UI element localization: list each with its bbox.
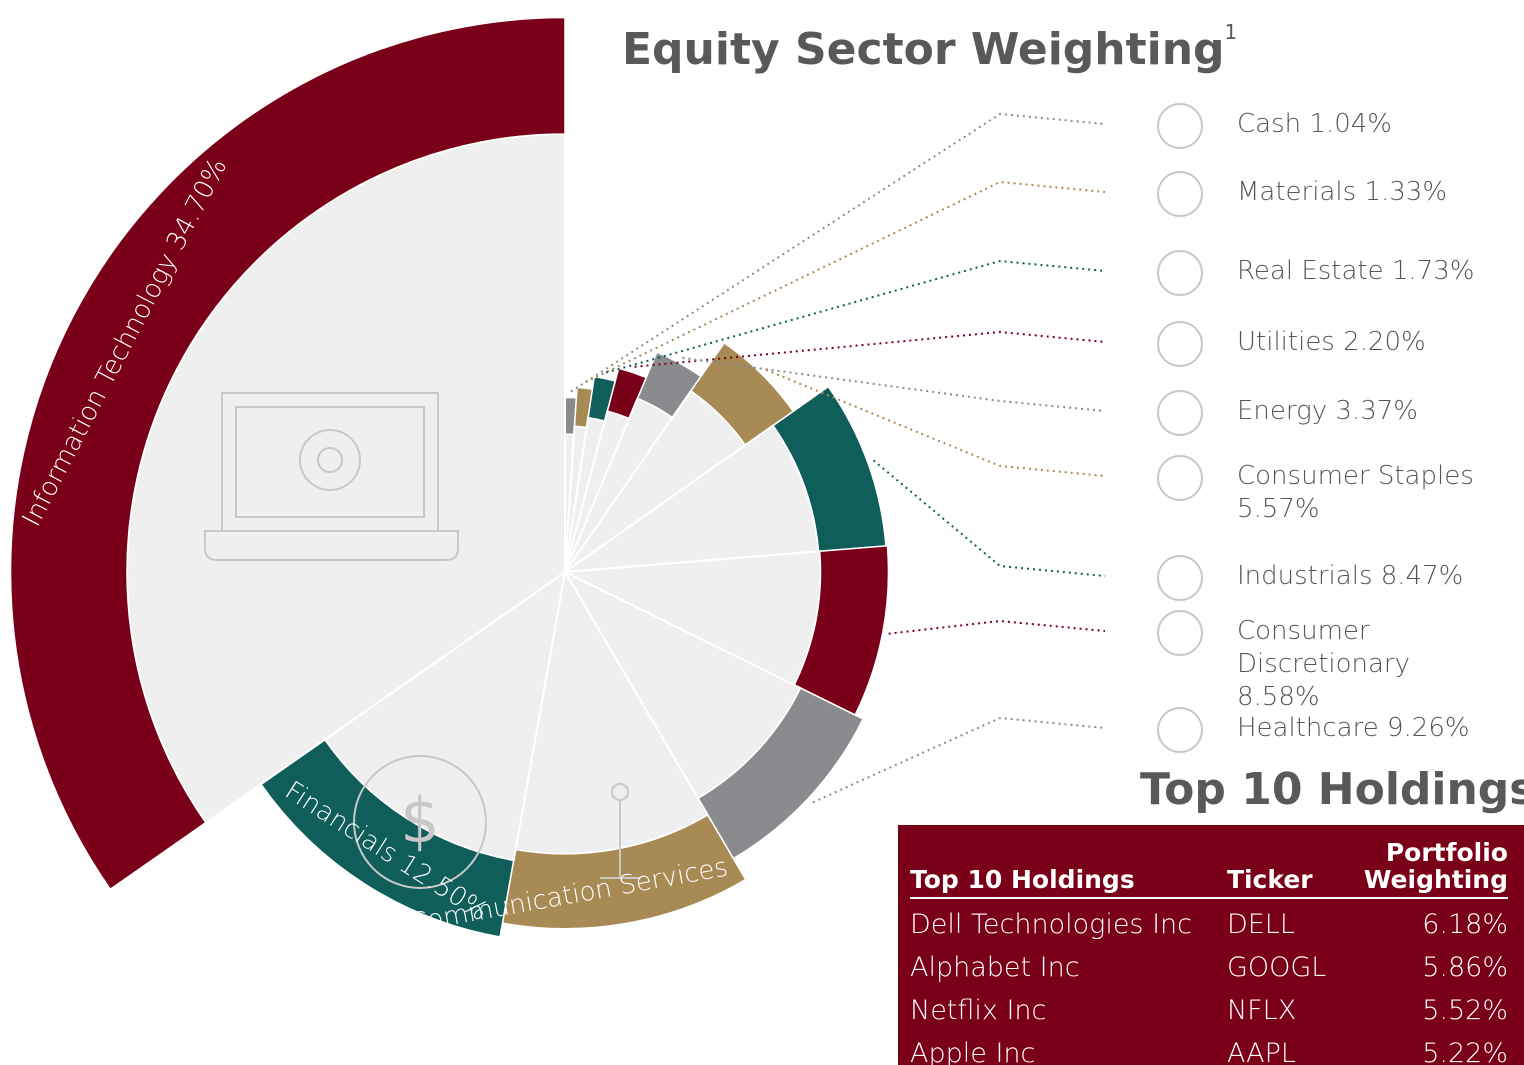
sector-value: 1.04% (1309, 109, 1392, 139)
sector-value: 1.33% (1364, 177, 1448, 207)
table-cell: 5.86% (1422, 952, 1508, 983)
icon (1157, 555, 1203, 601)
sector-name: Utilities (1237, 327, 1335, 357)
sector-name: Consumer Discretionary (1237, 616, 1411, 679)
sector-name: Cash (1237, 109, 1302, 139)
sector-label: Materials 1.33% (1237, 176, 1497, 209)
sector-label: Utilities 2.20% (1237, 326, 1497, 359)
table-cell: Dell Technologies Inc (910, 909, 1192, 940)
sector-value: 8.58% (1237, 682, 1320, 712)
icon (1157, 321, 1203, 367)
sector-value: 2.20% (1343, 327, 1426, 357)
chart-title-block: Equity Sector Weighting1 (622, 20, 1237, 75)
table-cell: DELL (1226, 909, 1295, 940)
icon (1157, 455, 1203, 501)
table-cell: AAPL (1226, 1038, 1296, 1065)
sector-label: Consumer Discretionary 8.58% (1237, 615, 1497, 714)
table-cell: Apple Inc (910, 1038, 1036, 1065)
leader-line (682, 356, 1106, 412)
table-cell: 5.52% (1422, 995, 1508, 1026)
leader-line (872, 459, 1106, 577)
table-row: Alphabet Inc GOOGL 5.86% (910, 942, 1508, 985)
icon (317, 447, 343, 473)
table-title: Top 10 Holdings (1140, 764, 1524, 815)
icon (299, 429, 361, 491)
table-cell: Netflix Inc (910, 995, 1047, 1026)
table-cell: NFLX (1226, 995, 1297, 1026)
leader-line (634, 330, 1106, 368)
table-cell: 6.18% (1422, 909, 1508, 940)
sector-name: Materials (1237, 177, 1357, 207)
sector-value: 8.47% (1380, 561, 1464, 591)
column-header: Portfolio Weighting (1358, 839, 1508, 899)
table: Top 10 Holdings Ticker Portfolio Weighti… (910, 839, 1508, 1065)
band (9, 16, 566, 891)
icon (204, 530, 459, 561)
icon (1157, 103, 1203, 149)
footnote-marker: 1 (1224, 20, 1238, 44)
holdings-table: Top 10 Holdings Ticker Portfolio Weighti… (898, 825, 1524, 1065)
sector-name: Real Estate (1237, 256, 1384, 286)
sector-label: Real Estate 1.73% (1237, 255, 1497, 288)
column-header: Top 10 Holdings (910, 839, 1227, 899)
sector-value: 5.57% (1237, 494, 1320, 524)
chart-title: Equity Sector Weighting (622, 24, 1225, 75)
table-body: Dell Technologies Inc DELL 6.18% Alphabet I… (910, 898, 1508, 1065)
leader-line (888, 619, 1106, 635)
sector-name: Industrials (1237, 561, 1373, 591)
header-row: Top 10 Holdings Ticker Portfolio Weighti… (910, 839, 1508, 899)
table-row: Netflix Inc NFLX 5.52% (910, 985, 1508, 1028)
icon (611, 783, 629, 801)
icon: $ (400, 784, 439, 857)
sector-name: Consumer Staples (1237, 461, 1474, 491)
icon (353, 755, 487, 889)
icon (1157, 707, 1203, 753)
sector-label: Consumer Staples 5.57% (1237, 460, 1497, 526)
icon (235, 406, 425, 518)
sector-value: 1.73% (1391, 256, 1475, 286)
leader-line (570, 112, 1106, 393)
table-cell: GOOGL (1226, 952, 1327, 983)
sector-label: Energy 3.37% (1237, 395, 1497, 428)
leader-line (605, 259, 1106, 374)
column-header: Ticker (1226, 839, 1359, 899)
sector-value: 9.26% (1386, 713, 1470, 743)
icon (1157, 171, 1203, 217)
sector-label: Healthcare 9.26% (1237, 712, 1497, 745)
table-cell: 5.22% (1422, 1038, 1508, 1065)
sector-name: Energy (1237, 396, 1328, 426)
table-cell: Alphabet Inc (910, 952, 1080, 983)
icon (1157, 250, 1203, 296)
sector-name: Healthcare (1237, 713, 1379, 743)
leader-line (765, 368, 1106, 477)
icon (1157, 610, 1203, 656)
table-title-block: Top 10 Holdings1 (1140, 764, 1524, 815)
table-row: Apple Inc AAPL 5.22% (910, 1028, 1508, 1065)
sector-label: Industrials 8.47% (1237, 560, 1497, 593)
sector-label: Cash 1.04% (1237, 108, 1497, 141)
sector-value: 3.37% (1335, 396, 1418, 426)
table-row: Dell Technologies Inc DELL 6.18% (910, 898, 1508, 942)
leader-line (584, 180, 1106, 384)
leader-line (812, 716, 1106, 804)
icon (1157, 390, 1203, 436)
